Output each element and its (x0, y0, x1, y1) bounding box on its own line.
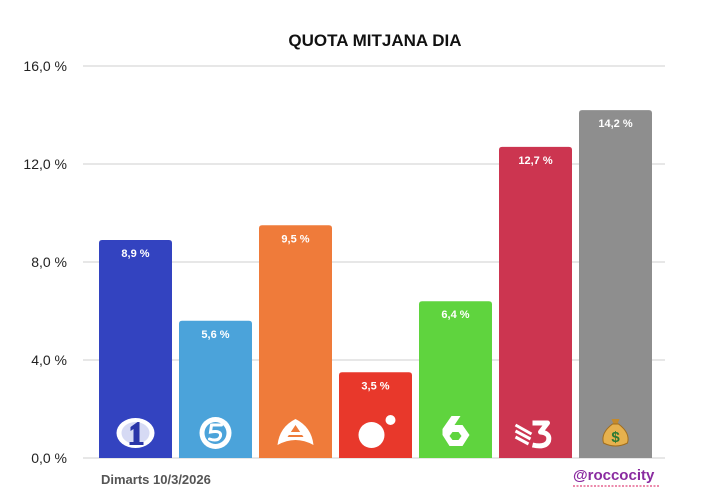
bar-value-label: 6,4 % (441, 309, 469, 321)
bar-value-label: 8,9 % (121, 248, 149, 260)
tv3-logo-icon (514, 420, 552, 449)
bar-value-label: 14,2 % (598, 118, 632, 130)
bar (499, 146, 572, 458)
y-tick-label: 12,0 % (23, 156, 67, 172)
y-tick-label: 0,0 % (31, 450, 67, 466)
bar-group: 5,6 % (179, 320, 252, 458)
y-tick-label: 8,0 % (31, 254, 67, 270)
bar (339, 372, 412, 458)
bars: 8,9 % 5,6 % 9,5 % 3,5 % 6,4 % 12,7 % 14,2 % $ (99, 110, 652, 458)
bar-group: 6,4 % (419, 301, 492, 458)
y-axis-ticks: 0,0 % 4,0 % 8,0 % 12,0 % 16,0 % (23, 58, 67, 466)
bar-value-label: 12,7 % (518, 155, 552, 167)
svg-text:$: $ (611, 429, 620, 446)
bar (179, 320, 252, 458)
chart-title: QUOTA MITJANA DIA (288, 31, 461, 50)
bar-value-label: 3,5 % (361, 380, 389, 392)
cuatro-logo-icon (358, 415, 396, 448)
bar (99, 239, 172, 458)
bar-group: 12,7 % (499, 146, 572, 458)
bar-group: 9,5 % (259, 225, 332, 458)
lasexta-logo-icon (442, 416, 470, 446)
antena3-logo-icon (277, 419, 314, 445)
footer-date: Dimarts 10/3/2026 (101, 472, 211, 487)
y-tick-label: 4,0 % (31, 352, 67, 368)
bar (579, 110, 652, 458)
bar-group: 14,2 % $ (579, 110, 652, 458)
la1-logo-icon (116, 418, 155, 448)
bar-value-label: 5,6 % (201, 329, 229, 341)
bar-group: 8,9 % (99, 239, 172, 458)
telecinco-logo-icon (199, 417, 232, 449)
money-bag-icon: $ (602, 419, 629, 447)
bar-group: 3,5 % (339, 372, 412, 458)
bar (419, 301, 492, 458)
bar (259, 225, 332, 458)
bar-value-label: 9,5 % (281, 233, 309, 245)
footer-handle: @roccocity (573, 467, 655, 484)
y-tick-label: 16,0 % (23, 58, 67, 74)
